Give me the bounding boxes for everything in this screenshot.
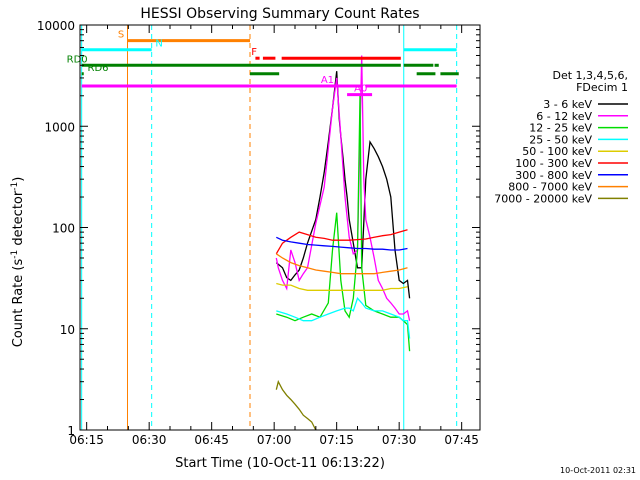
legend-label-2: 12 - 25 keV — [529, 122, 592, 135]
x-tick-label-2: 06:45 — [194, 433, 229, 447]
series-line-8 — [275, 379, 317, 431]
y-tick-label-3: 1000 — [44, 120, 75, 134]
y-axis-label-end: ) — [11, 177, 26, 182]
series-line-3 — [276, 297, 411, 339]
legend-label-8: 7000 - 20000 keV — [494, 192, 592, 205]
flag-label-2: F — [251, 47, 257, 58]
legend-label-4: 50 - 100 keV — [522, 145, 592, 158]
y-axis-label-main: Count Rate (s — [11, 259, 26, 348]
x-tick-label-0: 06:15 — [69, 433, 104, 447]
y-axis-label-sup2: -1 — [10, 182, 20, 191]
y-tick-label-1: 10 — [60, 323, 75, 337]
y-axis-label-sup1: -1 — [10, 250, 20, 259]
y-tick-label-2: 100 — [52, 222, 75, 236]
series-line-6 — [276, 236, 408, 251]
series-line-7 — [275, 253, 408, 275]
y-axis-label: Count Rate (s-1 detector-1) — [10, 177, 26, 348]
legend-label-1: 6 - 12 keV — [536, 110, 592, 123]
x-tick-label-6: 07:45 — [444, 433, 479, 447]
x-tick-label-1: 06:30 — [132, 433, 167, 447]
legend-header-line-1: Det 1,3,4,5,6, — [552, 69, 628, 82]
flag-label-0: S — [118, 30, 124, 41]
y-tick-label-0: 1 — [67, 424, 75, 438]
x-tick-label-3: 07:00 — [257, 433, 292, 447]
series-line-0 — [275, 71, 411, 299]
chart-title: HESSI Observing Summary Count Rates — [140, 6, 419, 22]
legend-label-7: 800 - 7000 keV — [508, 181, 592, 194]
series-line-4 — [276, 282, 408, 291]
flag-label-3: RD0 — [67, 54, 88, 65]
legend-header-line-2: FDecim 1 — [576, 81, 628, 94]
datestamp: 10-Oct-2011 02:31 — [560, 466, 636, 475]
x-tick-label-4: 07:15 — [319, 433, 354, 447]
legend-label-3: 25 - 50 keV — [529, 133, 592, 146]
flag-label-1: N — [155, 39, 162, 50]
legend-label-0: 3 - 6 keV — [543, 98, 592, 111]
y-axis-label-mid: detector — [11, 190, 26, 250]
x-axis-label: Start Time (10-Oct-11 06:13:22) — [175, 456, 385, 471]
flag-label-6: A0 — [354, 84, 367, 95]
legend-label-5: 100 - 300 keV — [515, 157, 592, 170]
flag-label-5: A1 — [321, 75, 334, 86]
x-tick-label-5: 07:30 — [382, 433, 417, 447]
series-line-5 — [275, 229, 408, 255]
series-line-2 — [276, 95, 411, 352]
series-line-1 — [275, 55, 411, 321]
y-tick-label-4: 10000 — [37, 19, 75, 33]
flag-label-4: RD6 — [88, 63, 109, 74]
legend-label-6: 300 - 800 keV — [515, 169, 592, 182]
